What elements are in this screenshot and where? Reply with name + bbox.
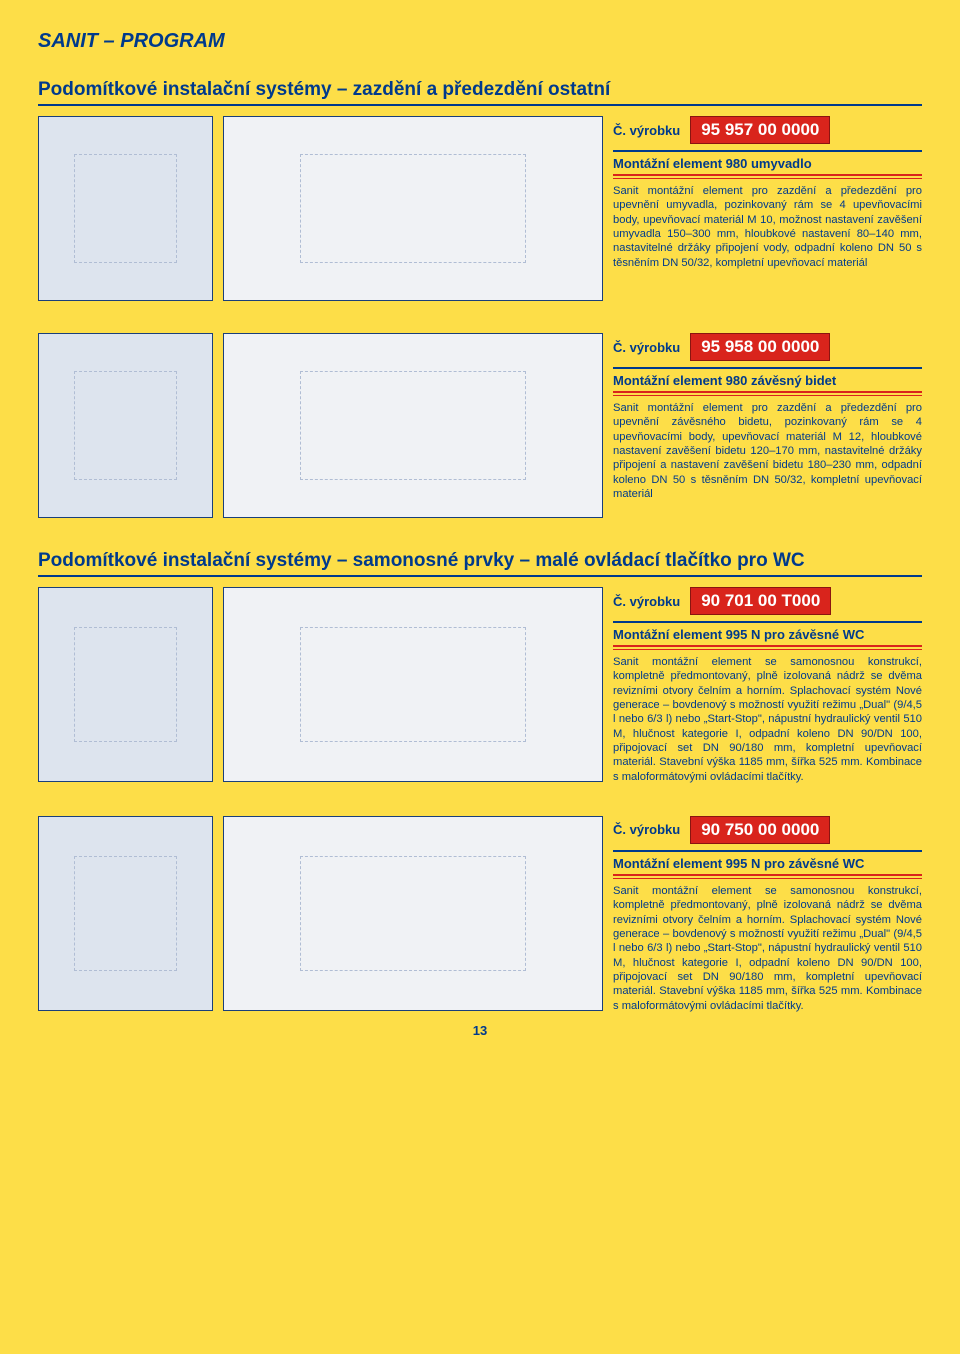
product-description: Sanit montážní element pro zazdění a pře…	[613, 184, 922, 270]
product-info: Č. výrobku 95 958 00 0000 Montážní eleme…	[613, 333, 922, 518]
product-diagram	[223, 816, 603, 1011]
product-code: 95 958 00 0000	[690, 333, 830, 361]
section-title-1: Podomítkové instalační systémy – zazdění…	[38, 79, 922, 106]
product-info: Č. výrobku 90 750 00 0000 Montážní eleme…	[613, 816, 922, 1013]
product-info: Č. výrobku 90 701 00 T000 Montážní eleme…	[613, 587, 922, 784]
page-brand-title: SANIT – PROGRAM	[38, 30, 922, 53]
product-description: Sanit montážní element pro zazdění a pře…	[613, 401, 922, 501]
product-diagram	[223, 333, 603, 518]
product-code: 95 957 00 0000	[690, 116, 830, 144]
product-name: Montážní element 980 závěsný bidet	[613, 367, 922, 393]
product-name: Montážní element 995 N pro závěsné WC	[613, 621, 922, 647]
product-photo	[38, 116, 213, 301]
product-name: Montážní element 980 umyvadlo	[613, 150, 922, 176]
product-code: 90 701 00 T000	[690, 587, 831, 615]
product-description: Sanit montážní element se samonosnou kon…	[613, 884, 922, 1013]
product-row: Č. výrobku 90 750 00 0000 Montážní eleme…	[38, 816, 922, 1013]
code-label: Č. výrobku	[613, 340, 680, 355]
product-row: Č. výrobku 95 958 00 0000 Montážní eleme…	[38, 333, 922, 518]
product-diagram	[223, 116, 603, 301]
product-diagram	[223, 587, 603, 782]
product-code: 90 750 00 0000	[690, 816, 830, 844]
page-number: 13	[38, 1023, 922, 1038]
product-photo	[38, 816, 213, 1011]
product-description: Sanit montážní element se samonosnou kon…	[613, 655, 922, 784]
code-label: Č. výrobku	[613, 822, 680, 837]
code-label: Č. výrobku	[613, 594, 680, 609]
product-photo	[38, 587, 213, 782]
product-info: Č. výrobku 95 957 00 0000 Montážní eleme…	[613, 116, 922, 301]
product-row: Č. výrobku 90 701 00 T000 Montážní eleme…	[38, 587, 922, 784]
product-name: Montážní element 995 N pro závěsné WC	[613, 850, 922, 876]
code-label: Č. výrobku	[613, 123, 680, 138]
product-row: Č. výrobku 95 957 00 0000 Montážní eleme…	[38, 116, 922, 301]
section-title-2: Podomítkové instalační systémy – samonos…	[38, 550, 922, 577]
product-photo	[38, 333, 213, 518]
